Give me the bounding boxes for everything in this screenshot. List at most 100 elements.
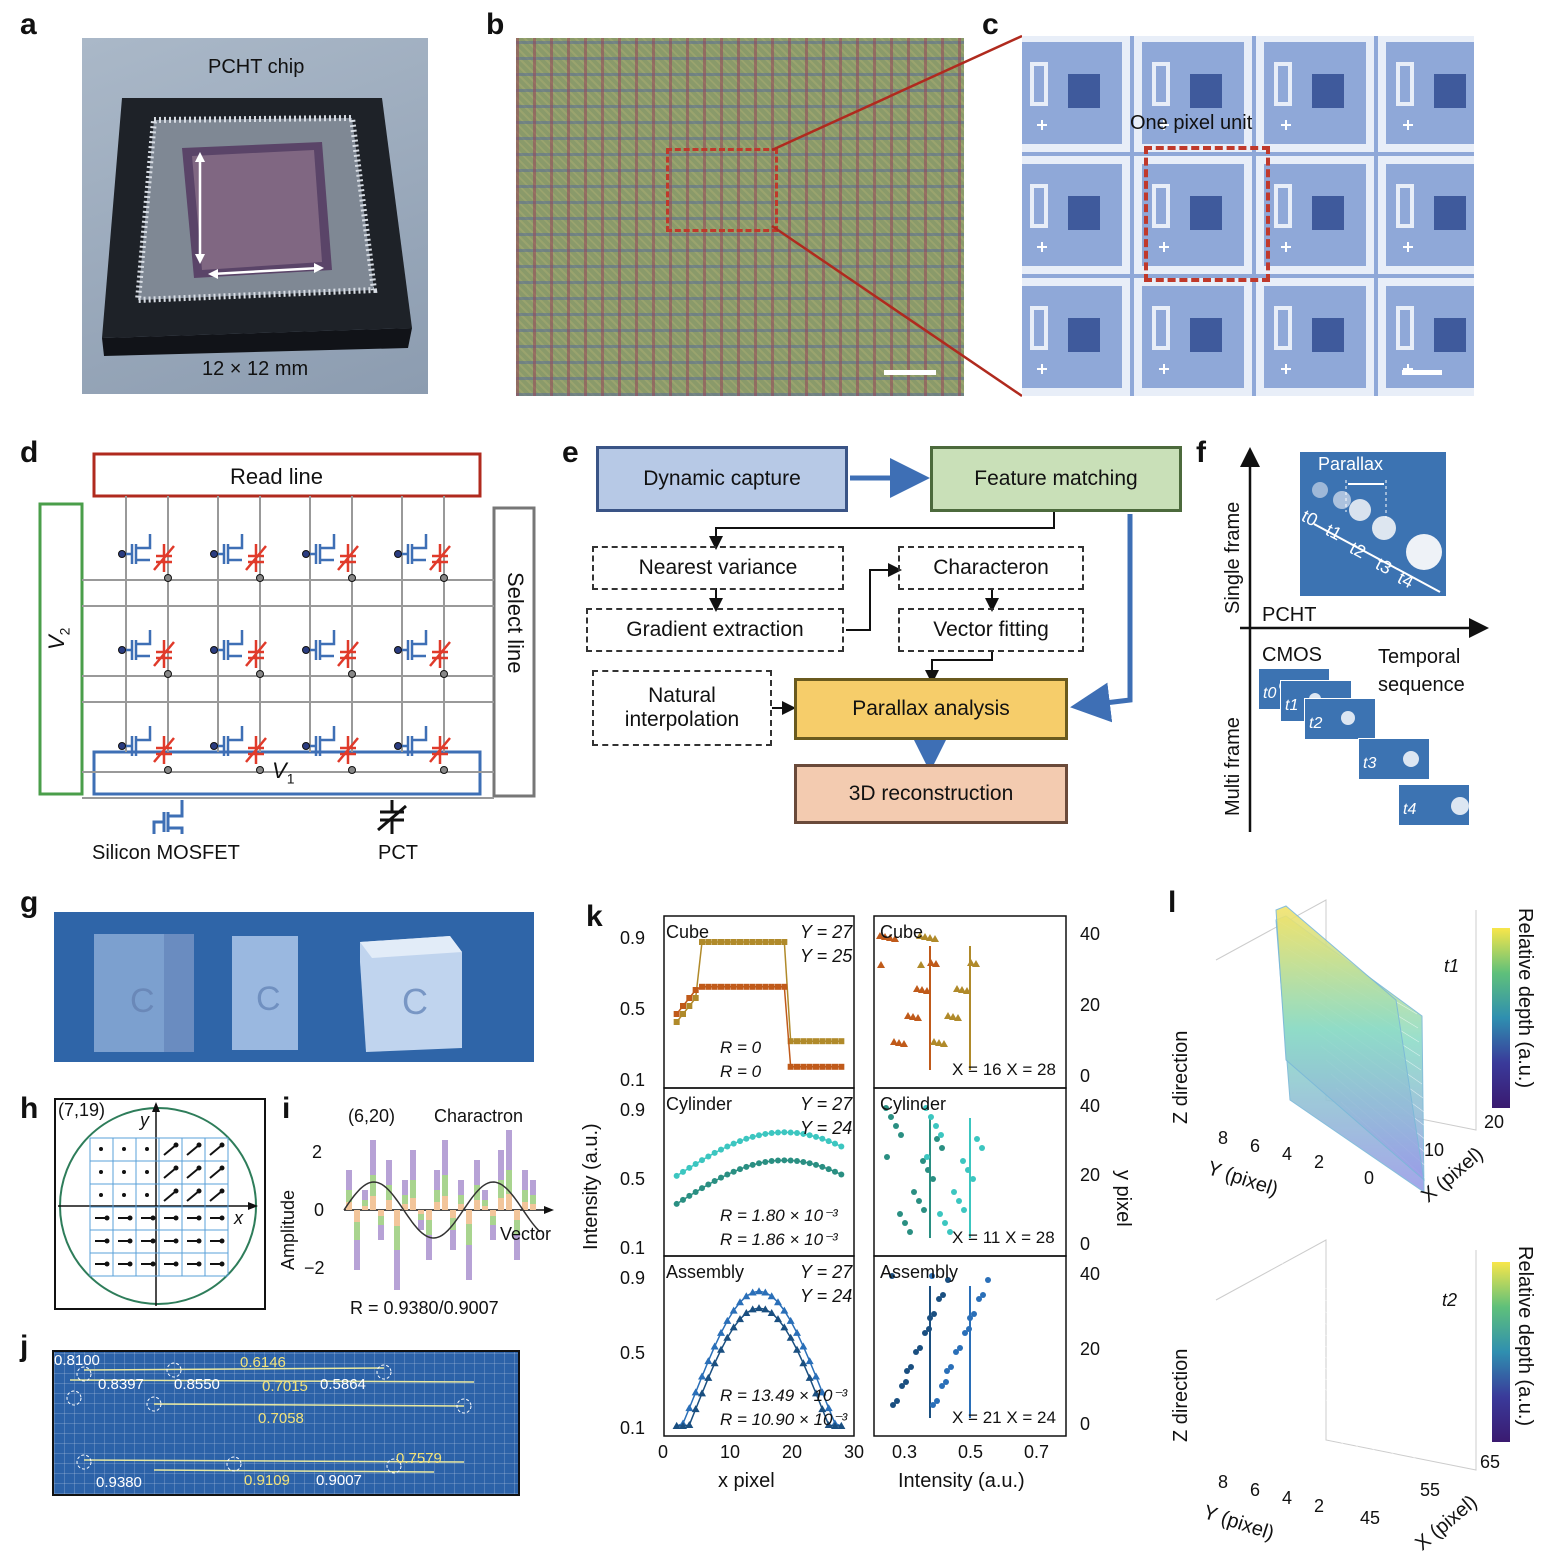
- k-scatter-point: [935, 1039, 943, 1046]
- j-val-4: 0.7015: [262, 1378, 308, 1395]
- dynamic-capture-box: Dynamic capture: [596, 446, 848, 512]
- l-xtick-top: 20: [1484, 1112, 1505, 1132]
- k-scatter-point: [940, 1040, 948, 1047]
- panel-label-a: a: [20, 8, 37, 41]
- j-val-6: 0.7058: [258, 1410, 304, 1427]
- zoom-region-box: [666, 148, 778, 232]
- k-scatter-point: [877, 961, 885, 968]
- k-scatter-point: [920, 1158, 926, 1164]
- panel-label-e: e: [562, 436, 579, 469]
- k-scatter-point: [923, 1105, 929, 1111]
- amplitude-label: Amplitude: [278, 1189, 298, 1270]
- k-ytick2: 0: [1080, 1234, 1091, 1254]
- charactron-label: Charactron: [434, 1106, 524, 1126]
- l-ytick-top: 8: [1218, 1128, 1229, 1148]
- k-scatter-point: [931, 1311, 937, 1317]
- select-line-label: Select line: [503, 572, 528, 674]
- k-ytick: 0.5: [620, 1169, 646, 1189]
- z-direction-top: Z direction: [1170, 1030, 1192, 1124]
- k-ytick2: 0: [1080, 1414, 1091, 1434]
- t1-surface: t1: [1444, 956, 1460, 976]
- cmos-time-label: t1: [1285, 697, 1299, 714]
- k-ytick: 0.9: [620, 1268, 646, 1288]
- l-xtick-bottom: 65: [1480, 1452, 1501, 1472]
- cmos-time-label: t2: [1309, 715, 1323, 732]
- k-scatter-point: [962, 1330, 968, 1336]
- l-xtick-top: 10: [1424, 1140, 1445, 1160]
- k-scatter-point: [913, 1349, 919, 1355]
- k-xtick: 0: [658, 1442, 669, 1462]
- h-coord: (7,19): [58, 1100, 106, 1120]
- natural-interpolation-box: Natural interpolation: [592, 670, 772, 746]
- panel-label-b: b: [486, 8, 505, 41]
- k-scatter-point: [979, 1145, 985, 1151]
- k-scatter-point: [917, 961, 925, 968]
- k-fit-line: [676, 941, 842, 1042]
- temporal-label-2: sequence: [1378, 674, 1465, 696]
- k-scatter-point: [929, 1273, 935, 1279]
- k-ytick: 0.1: [620, 1238, 646, 1258]
- k-scatter-point: [974, 1136, 980, 1142]
- i-coord: (6,20): [348, 1106, 396, 1126]
- i-ytick-0: 0: [314, 1200, 325, 1220]
- k-scatter-point: [891, 935, 899, 942]
- k-scatter-point: [930, 1402, 936, 1408]
- k-y1: Y = 27: [800, 1094, 853, 1114]
- l-ytick-top: 4: [1282, 1144, 1293, 1164]
- k-scatter-point: [958, 986, 966, 993]
- pixel-unit-label: One pixel unit: [1130, 112, 1253, 134]
- k-scatter-point: [908, 1364, 914, 1370]
- k-scatter-point: [876, 932, 884, 939]
- k-xtick2: 0.7: [1024, 1442, 1050, 1462]
- k-scatter-point: [895, 1039, 903, 1046]
- k-y1: Y = 27: [800, 1262, 853, 1282]
- k-y2: Y = 24: [800, 1118, 853, 1138]
- k-scatter-point: [976, 1296, 982, 1302]
- k-scatter-point: [903, 1379, 909, 1385]
- k-scatter-point: [907, 1229, 913, 1235]
- k-scatter-point: [921, 933, 929, 940]
- l-xtick-bottom: 45: [1360, 1508, 1381, 1528]
- vector-label: Vector: [500, 1224, 552, 1244]
- k-xlabel: x pixel: [718, 1470, 775, 1492]
- k-scatter-point: [930, 1176, 936, 1182]
- k-r2: R = 10.90 × 10⁻³: [720, 1410, 848, 1429]
- k-scatter-point: [956, 1198, 962, 1204]
- k-ylabel: Intensity (a.u.): [580, 1123, 602, 1250]
- pcht-frame: [1300, 452, 1446, 596]
- pixel-unit-micrograph: One pixel unit: [1022, 36, 1474, 396]
- k-scatter-point: [972, 960, 980, 967]
- pixel-unit-box: [1144, 146, 1270, 282]
- k-x-range: X = 16 X = 28: [952, 1060, 1056, 1079]
- panel-label-h: h: [20, 1092, 39, 1125]
- k-fit-line: [676, 986, 842, 1068]
- k-scatter-point: [945, 1277, 951, 1283]
- k-ytick2: 20: [1080, 1165, 1101, 1185]
- k-scatter-point: [917, 1345, 923, 1351]
- k-scatter-point: [894, 1398, 900, 1404]
- l-ytick-bottom: 8: [1218, 1472, 1229, 1492]
- pct-label: PCT: [378, 842, 418, 864]
- i-r-value: R = 0.9380/0.9007: [350, 1298, 499, 1318]
- cmos-frame: t2: [1304, 698, 1376, 740]
- k-ytick2: 20: [1080, 1339, 1101, 1359]
- depth-surfaces: [1215, 899, 1477, 1523]
- k-xlabel2: Intensity (a.u.): [898, 1470, 1025, 1492]
- k-scatter-point: [961, 1207, 967, 1213]
- k-scatter-point: [890, 1402, 896, 1408]
- j-val-5: 0.5864: [320, 1376, 366, 1393]
- gradient-extraction-box: Gradient extraction: [586, 608, 844, 652]
- cube-images: C C C: [54, 912, 534, 1062]
- k-xtick: 10: [720, 1442, 741, 1462]
- v1-label: V1: [272, 758, 295, 787]
- k-scatter-point: [942, 1220, 948, 1226]
- k-scatter-point: [947, 1229, 953, 1235]
- svg-text:C: C: [402, 981, 428, 1022]
- k-scatter-point: [883, 1105, 889, 1111]
- panel-label-f: f: [1196, 436, 1206, 469]
- k-ytick: 0.1: [620, 1070, 646, 1090]
- chip-photo: PCHT chip 12 × 12 mm: [82, 38, 428, 394]
- cmos-frame: t4: [1398, 784, 1470, 826]
- feature-matching-box: Feature matching: [930, 446, 1182, 512]
- svg-text:C: C: [256, 980, 281, 1018]
